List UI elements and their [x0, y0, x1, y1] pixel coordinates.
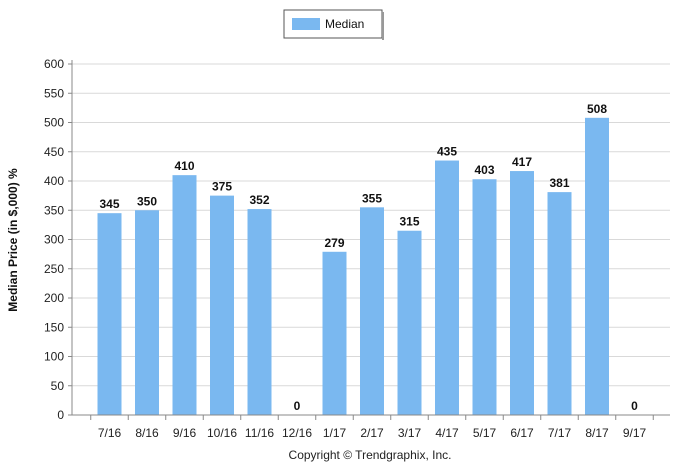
x-tick-label: 8/16	[135, 426, 159, 440]
bar	[472, 179, 497, 415]
x-tick-label: 7/16	[98, 426, 122, 440]
x-tick-label: 9/16	[173, 426, 197, 440]
x-tick-label: 8/17	[585, 426, 609, 440]
y-tick-label: 150	[44, 320, 64, 334]
data-label: 508	[587, 102, 607, 116]
data-label: 315	[399, 215, 419, 229]
data-label: 352	[249, 193, 269, 207]
data-label: 375	[212, 180, 232, 194]
y-tick-label: 550	[44, 86, 64, 100]
x-tick-label: 11/16	[245, 426, 274, 440]
y-tick-label: 250	[44, 262, 64, 276]
legend-shadow	[382, 12, 384, 40]
data-label: 355	[362, 191, 382, 205]
x-tick-label: 6/17	[510, 426, 534, 440]
x-tick-label: 7/17	[548, 426, 572, 440]
y-tick-label: 400	[44, 174, 64, 188]
x-tick-label: 5/17	[473, 426, 497, 440]
bar	[360, 207, 384, 415]
data-label: 381	[549, 176, 569, 190]
y-tick-label: 600	[44, 57, 64, 71]
bar	[210, 195, 234, 415]
bar	[135, 210, 159, 415]
bar	[547, 192, 572, 415]
x-tick-label: 12/16	[282, 426, 312, 440]
data-label: 0	[631, 399, 638, 413]
y-tick-label: 0	[57, 408, 64, 422]
bar	[247, 209, 272, 415]
bar	[510, 171, 534, 415]
data-label: 435	[437, 145, 457, 159]
bar	[322, 251, 347, 415]
bar	[397, 230, 422, 415]
x-axis-ticks: 7/16 8/16 9/16 10/16 11/16 12/16 1/17 2/17 3/17 4…	[90, 415, 654, 440]
y-tick-label: 450	[44, 145, 64, 159]
y-tick-label: 500	[44, 116, 64, 130]
bar	[97, 213, 122, 415]
x-tick-label: 9/17	[623, 426, 647, 440]
bar	[172, 175, 197, 415]
data-label: 417	[512, 155, 532, 169]
data-labels: 345 350 410 375 352 0 279 355 315 435 403 417 381 508…	[99, 102, 638, 413]
y-axis-ticks: 0 50 100 150 200 250 300 350 400 450 500 550 600	[44, 57, 72, 422]
data-label: 279	[324, 236, 344, 250]
x-tick-label: 1/17	[323, 426, 347, 440]
data-label: 410	[174, 159, 194, 173]
data-label: 0	[294, 399, 301, 413]
data-label: 350	[137, 194, 157, 208]
y-tick-label: 100	[44, 350, 64, 364]
legend-label: Median	[325, 17, 364, 31]
x-tick-label: 3/17	[398, 426, 422, 440]
y-tick-label: 300	[44, 233, 64, 247]
x-tick-label: 4/17	[435, 426, 459, 440]
legend: Median	[283, 9, 384, 40]
data-label: 403	[474, 163, 494, 177]
legend-swatch	[292, 18, 320, 30]
y-tick-label: 350	[44, 203, 64, 217]
data-label: 345	[99, 197, 119, 211]
x-tick-label: 10/16	[207, 426, 237, 440]
bar	[435, 160, 459, 415]
y-axis-title: Median Price (in $,000) %	[6, 168, 20, 312]
bar	[585, 117, 609, 415]
y-tick-label: 200	[44, 291, 64, 305]
x-tick-label: 2/17	[360, 426, 384, 440]
copyright-footer: Copyright © Trendgraphix, Inc.	[289, 448, 452, 462]
y-tick-label: 50	[51, 379, 65, 393]
bars	[97, 117, 609, 415]
